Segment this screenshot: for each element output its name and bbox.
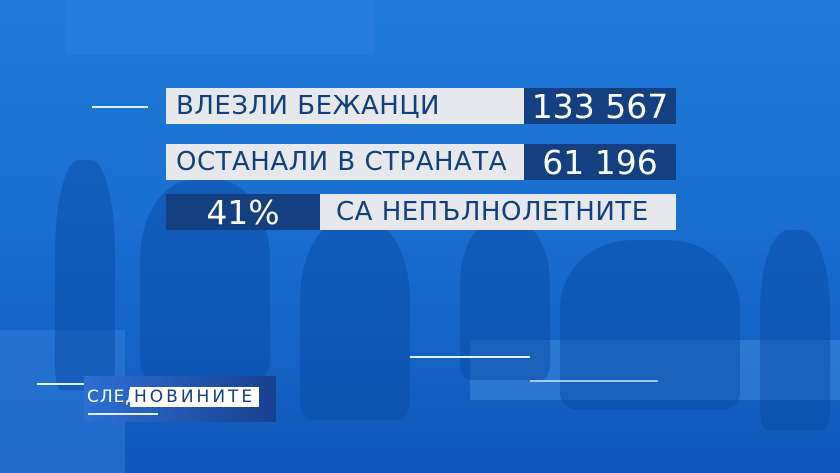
sled-novinite-logo: СЛЕД НОВИНИТЕ bbox=[84, 376, 276, 422]
stat-value: 41% bbox=[166, 193, 320, 232]
logo-part2: НОВИНИТЕ bbox=[130, 387, 260, 407]
silhouette bbox=[460, 220, 550, 380]
stat-row-remained: ОСТАНАЛИ В СТРАНАТА 61 196 bbox=[166, 143, 676, 182]
background-panel bbox=[65, 0, 375, 55]
decor-line bbox=[530, 380, 658, 382]
silhouette bbox=[55, 160, 115, 390]
silhouette bbox=[300, 220, 410, 420]
silhouette bbox=[760, 230, 830, 430]
logo-part1: СЛЕД bbox=[87, 387, 140, 407]
decor-line bbox=[92, 106, 148, 108]
stat-row-entered-refugees: ВЛЕЗЛИ БЕЖАНЦИ 133 567 bbox=[166, 87, 676, 126]
stat-value: 133 567 bbox=[524, 87, 676, 126]
logo-underline bbox=[88, 413, 158, 415]
stat-label: ОСТАНАЛИ В СТРАНАТА bbox=[166, 144, 524, 180]
decor-line bbox=[410, 356, 530, 358]
silhouette bbox=[560, 240, 740, 410]
logo-line bbox=[37, 383, 84, 385]
stat-value: 61 196 bbox=[524, 143, 676, 182]
stat-label: СА НЕПЪЛНОЛЕТНИТЕ bbox=[320, 194, 676, 230]
stat-label: ВЛЕЗЛИ БЕЖАНЦИ bbox=[166, 88, 524, 124]
stat-row-minors: 41% СА НЕПЪЛНОЛЕТНИТЕ bbox=[166, 193, 676, 232]
